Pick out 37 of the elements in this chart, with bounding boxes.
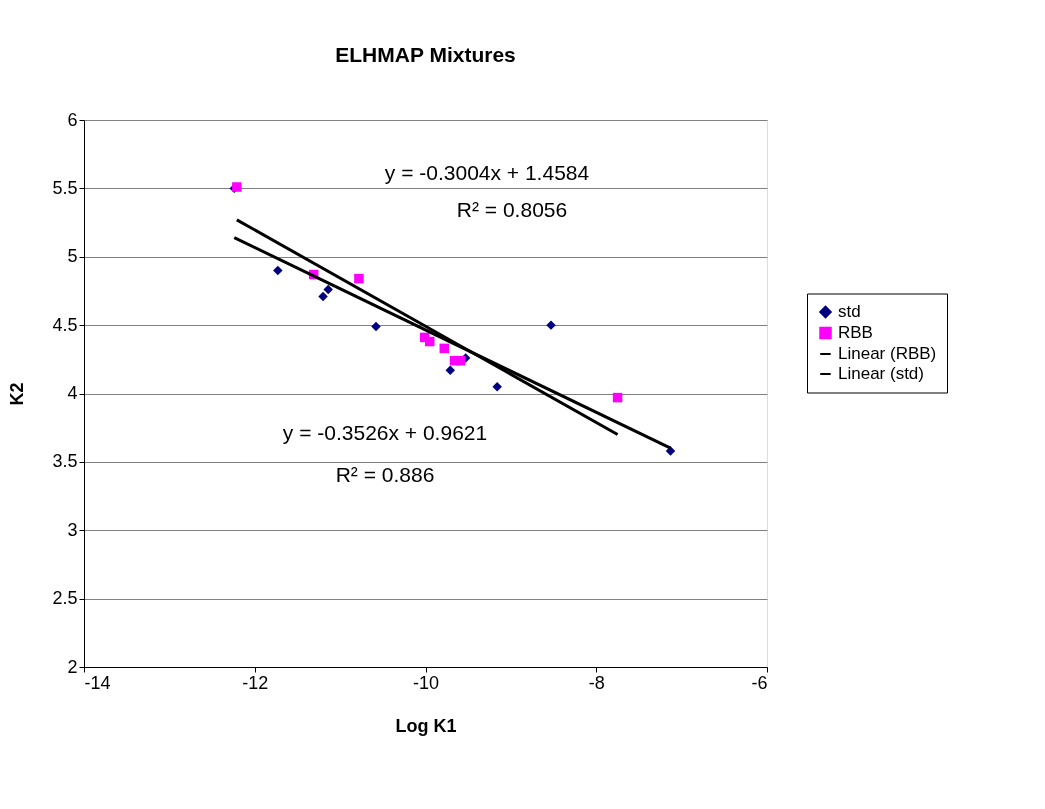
x-tick-label: -12 <box>242 672 269 693</box>
legend-label: Linear (std) <box>838 364 924 383</box>
point <box>323 284 333 295</box>
x-tick-label: -6 <box>751 672 768 693</box>
point <box>665 446 676 456</box>
y-tick-label: 5 <box>67 246 78 267</box>
y-tick-label: 5.5 <box>52 177 78 198</box>
y-tick-label: 2 <box>67 656 78 677</box>
x-tick-label: -14 <box>84 672 111 693</box>
point <box>425 336 435 347</box>
point <box>455 355 466 366</box>
y-tick-label: 2.5 <box>52 588 78 609</box>
point <box>492 381 502 392</box>
y-tick-label: 4 <box>67 383 78 403</box>
annotation: y = -0.3526x + 0.9621 <box>282 421 488 444</box>
y-tick-label: 6 <box>67 109 78 130</box>
legend-label: RBB <box>838 323 873 342</box>
y-tick-label: 3 <box>67 519 78 540</box>
point <box>354 273 364 284</box>
point <box>445 365 455 375</box>
annotation: R² = 0.886 <box>335 463 435 486</box>
point <box>612 392 623 403</box>
x-axis-title: Log K1 <box>395 715 457 736</box>
y-axis-title: K2 <box>7 382 28 406</box>
chart-title: ELHMAP Mixtures <box>335 43 516 66</box>
point <box>318 291 328 302</box>
point <box>439 343 450 354</box>
legend-label: std <box>838 302 861 321</box>
y-tick-label: 4.5 <box>52 314 78 335</box>
legend-label: Linear (RBB) <box>838 344 937 363</box>
annotation: R² = 0.8056 <box>456 198 568 221</box>
x-tick-label: -8 <box>588 672 605 693</box>
x-tick-label: -10 <box>412 672 440 693</box>
point <box>371 321 381 332</box>
y-tick-label: 3.5 <box>52 451 78 472</box>
annotation: y = -0.3004x + 1.4584 <box>384 161 590 184</box>
point <box>273 265 283 276</box>
